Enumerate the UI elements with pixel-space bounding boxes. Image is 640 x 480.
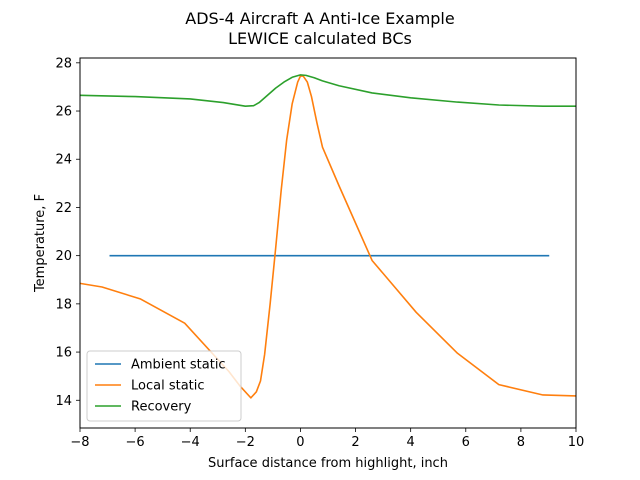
- y-tick-label: 18: [55, 297, 72, 312]
- y-tick-label: 22: [55, 201, 72, 216]
- y-axis-label: Temperature, F: [33, 194, 48, 293]
- y-tick-label: 24: [55, 153, 72, 168]
- legend-label-ambient-static: Ambient static: [131, 358, 226, 373]
- y-tick-label: 26: [55, 105, 72, 120]
- plot-area-frame: [79, 57, 577, 429]
- x-tick-label: 4: [407, 435, 415, 450]
- y-tick-label: 20: [55, 249, 72, 264]
- legend-box: [86, 350, 242, 422]
- x-tick-label: 2: [351, 435, 359, 450]
- x-tick-label: −6: [126, 435, 145, 450]
- chart-title-line-1: ADS-4 Aircraft A Anti-Ice Example: [185, 9, 454, 28]
- x-tick-label: 8: [517, 435, 525, 450]
- x-tick-label: −2: [236, 435, 255, 450]
- legend-label-local-static: Local static: [131, 379, 205, 394]
- x-tick-label: 6: [462, 435, 470, 450]
- y-tick-label: 14: [55, 394, 72, 409]
- y-tick-label: 28: [55, 56, 72, 71]
- chart-title-line-2: LEWICE calculated BCs: [228, 29, 412, 48]
- legend-label-recovery: Recovery: [131, 400, 192, 415]
- x-tick-label: −4: [181, 435, 200, 450]
- x-tick-label: 0: [296, 435, 304, 450]
- y-axis: 14 16 18 20 22 24 26 28: [55, 56, 80, 409]
- x-axis: −8 −6 −4 −2 0 2 4 6 8 10: [70, 428, 584, 450]
- y-tick-label: 16: [55, 346, 72, 361]
- series-line-recovery: [80, 74, 576, 108]
- legend: Ambient static Local static Recovery: [86, 350, 242, 422]
- x-axis-label: Surface distance from highlight, inch: [208, 456, 448, 471]
- x-tick-label: −8: [70, 435, 89, 450]
- x-tick-label: 10: [568, 435, 585, 450]
